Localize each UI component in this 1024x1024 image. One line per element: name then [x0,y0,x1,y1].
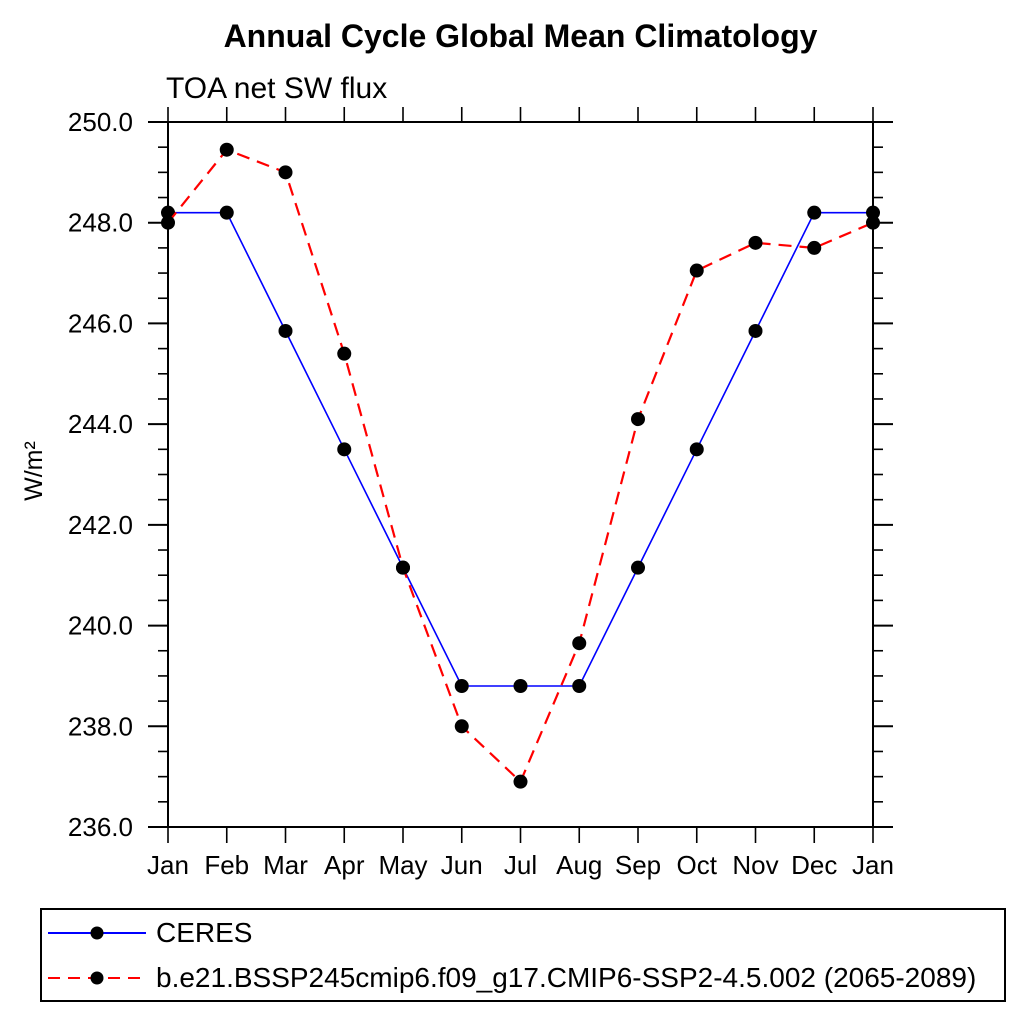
legend-line-sample-model [48,970,146,986]
y-tick-label: 244.0 [68,409,133,439]
data-point-marker [161,215,175,230]
x-tick-label: Jun [441,850,483,880]
data-point-marker [631,412,645,427]
x-tick-label: Aug [556,850,602,880]
data-point-marker [337,346,352,361]
x-tick-label: Feb [204,850,249,880]
data-point-marker [337,442,352,457]
data-point-marker [278,165,293,180]
data-point-marker [278,323,293,338]
series-line [168,211,873,687]
data-point-marker [513,774,528,789]
data-point-marker [219,142,234,157]
data-point-marker [631,560,645,575]
legend-marker-dot-icon [90,971,104,984]
data-point-marker [689,263,704,278]
data-point-marker [219,205,234,220]
x-tick-label: Dec [791,850,837,880]
data-point-marker [396,560,410,575]
data-point-marker [866,215,880,230]
x-tick-label: May [378,850,427,880]
data-point-marker [513,679,528,693]
y-tick-label: 238.0 [68,711,133,741]
chart-title: Annual Cycle Global Mean Climatology [223,18,818,54]
x-tick-label: Sep [615,850,661,880]
data-point-marker [572,636,587,651]
legend-label-model: b.e21.BSSP245cmip6.f09_g17.CMIP6-SSP2-4.… [156,961,977,993]
x-tick-label: Oct [677,850,718,880]
data-point-marker [807,240,822,255]
plot-frame [167,121,874,828]
data-point-marker [689,442,704,457]
data-point-marker [161,205,175,220]
x-tick-label: Jul [504,850,537,880]
data-point-marker [454,679,469,693]
y-tick-label: 250.0 [68,107,133,137]
y-tick-label: 248.0 [68,208,133,238]
data-point-marker [748,323,763,338]
data-point-marker [748,235,763,250]
legend-marker-dot-icon [90,926,104,939]
legend: CERES b.e21.BSSP245cmip6.f09_g17.CMIP6-S… [40,908,1006,1002]
data-point-marker [866,205,880,220]
x-tick-label: Jan [852,850,894,880]
chart-subtitle: TOA net SW flux [166,72,388,105]
y-tick-label: 240.0 [68,611,133,641]
y-tick-label: 236.0 [68,812,133,842]
x-tick-label: Nov [732,850,778,880]
legend-item-model: b.e21.BSSP245cmip6.f09_g17.CMIP6-SSP2-4.… [48,958,1004,998]
x-tick-label: Mar [263,850,308,880]
x-tick-label: Apr [324,850,365,880]
legend-item-ceres: CERES [48,913,1004,953]
legend-line-sample-ceres [48,925,146,941]
data-point-marker [807,205,822,220]
data-point-marker [454,719,469,734]
legend-label-ceres: CERES [156,916,253,948]
y-tick-label: 242.0 [68,510,133,540]
data-point-marker [572,679,587,693]
x-tick-label: Jan [147,850,189,880]
y-tick-label: 246.0 [68,308,133,338]
